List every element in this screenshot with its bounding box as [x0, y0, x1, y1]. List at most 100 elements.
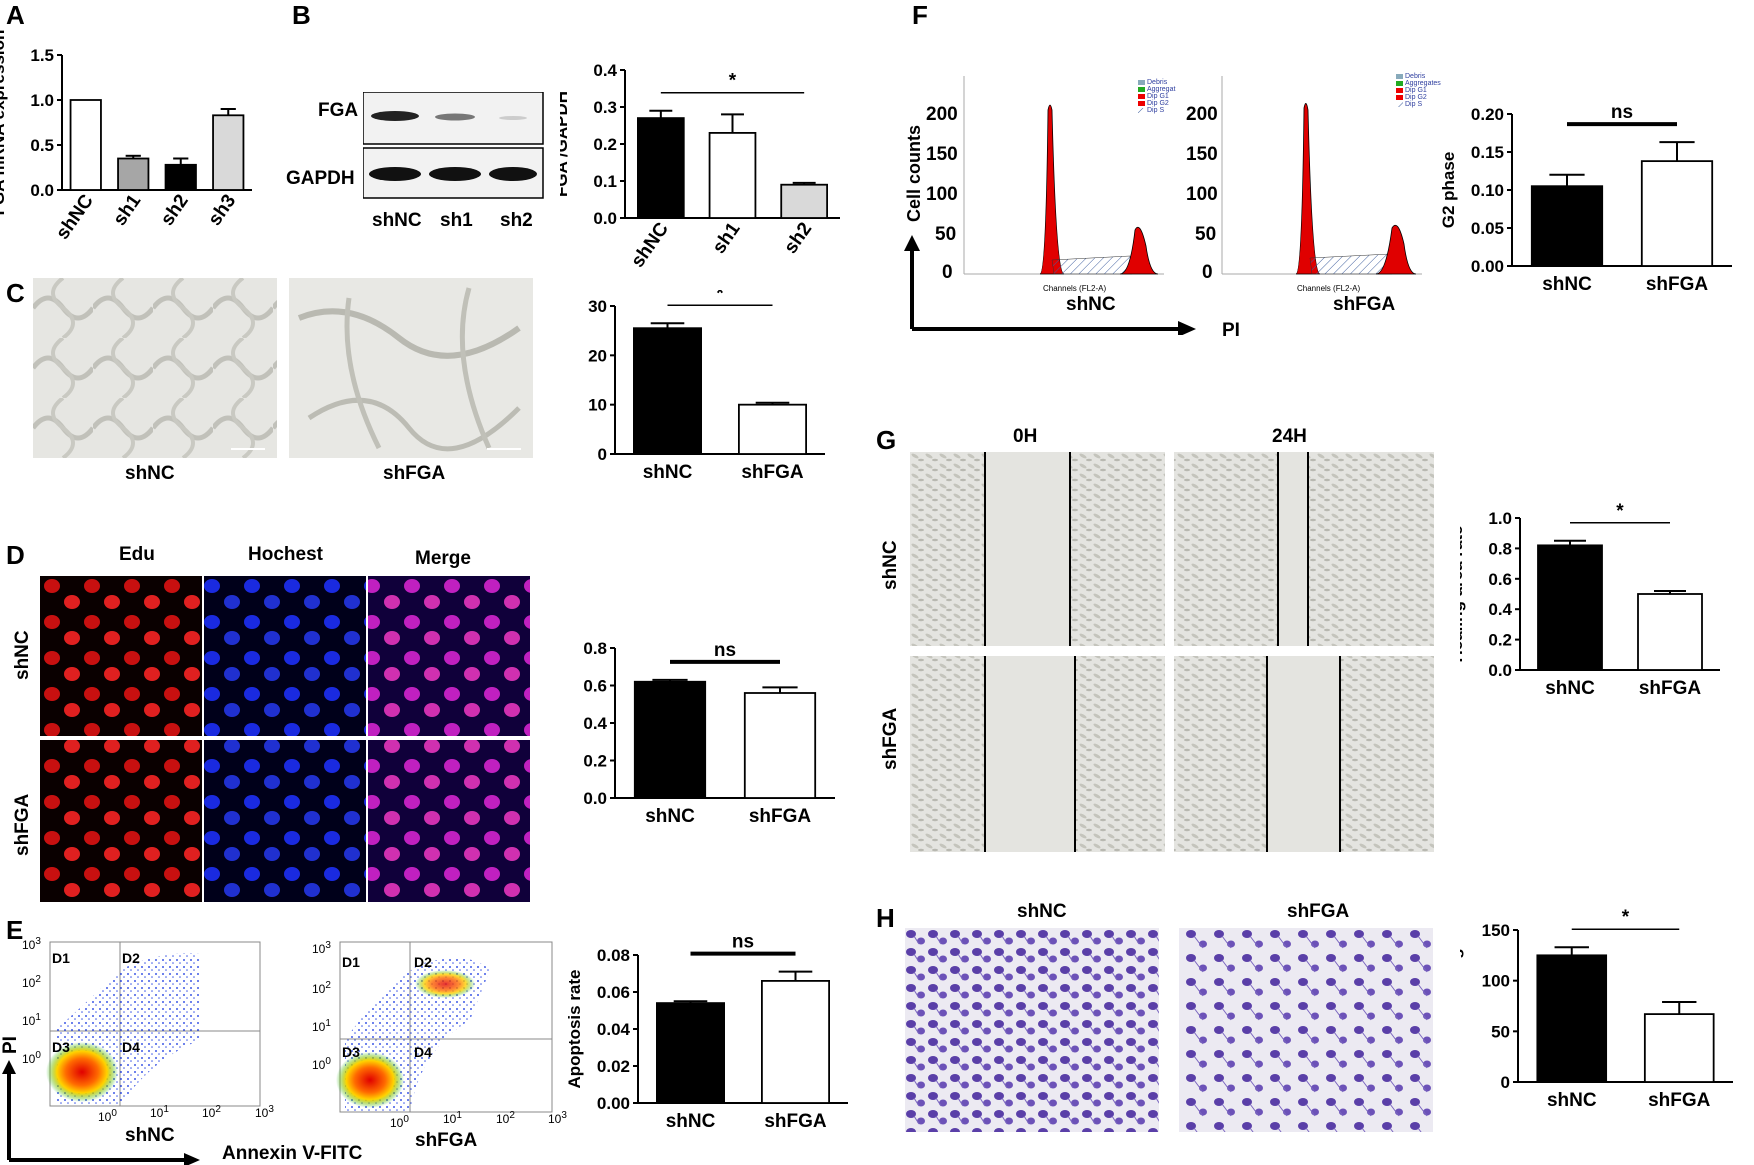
- chart-c-category-label: shNC: [643, 462, 693, 483]
- chart-a-bar-sh1: [117, 157, 150, 191]
- quad-d2-b: D2: [414, 954, 432, 970]
- cc-axis-arrows: [904, 235, 1196, 335]
- chart-f-ytick-label: 0.20: [1471, 105, 1504, 124]
- flow-e-ytick-2-b: 102: [312, 980, 331, 996]
- cc-ytick-150-b: 150: [1186, 144, 1218, 165]
- flow-e-xtick-2-b: 102: [496, 1110, 515, 1126]
- chart-d-category-label: shNC: [645, 806, 695, 827]
- quad-d3-b: D3: [342, 1044, 360, 1060]
- cc-legend-2-2: Dip G1: [1405, 87, 1427, 94]
- chart-e: 0.00 0.02 0.04 0.06 0.08 shNC shFGA ns Apoptosis…: [565, 932, 848, 1132]
- chart-b-ytick-label: 0.1: [593, 172, 617, 191]
- flow-e-xtick-1-b: 101: [443, 1110, 462, 1126]
- flow-e-xtick-1-a: 101: [150, 1104, 169, 1120]
- chart-c-ytick-label: 10: [588, 396, 607, 415]
- wound-row-shnc: shNC: [880, 540, 901, 590]
- chart-b-category-label: sh1: [709, 218, 745, 257]
- chart-a-bar-sh2: [164, 163, 197, 191]
- chart-c-ytick-label: 20: [588, 346, 607, 365]
- chart-g-ytick-label: 1.0: [1488, 509, 1512, 528]
- flow-e-ytick-2-a: 102: [22, 974, 41, 990]
- chart-f-ytick-label: 0.00: [1471, 257, 1504, 276]
- chart-a-ytick-label: 1.0: [30, 91, 54, 110]
- cc-xtitle-1: Channels (FL2-A): [1043, 284, 1107, 293]
- chart-f-ytick-label: 0.05: [1471, 219, 1504, 238]
- chart-f-ytick-label: 0.15: [1471, 143, 1504, 162]
- blot-label-gapdh: GAPDH: [286, 168, 355, 189]
- chart-g-ytick-label: 0.8: [1488, 539, 1512, 558]
- chart-f-significance-label: ns: [1611, 102, 1633, 123]
- chart-g-category-label: shNC: [1545, 678, 1595, 699]
- edu-col-edu: Edu: [119, 544, 155, 565]
- chart-h-significance-label: *: [1622, 907, 1630, 928]
- cc-ytick-0-a: 0: [942, 262, 953, 283]
- flow-e-xtick-0-a: 100: [98, 1108, 117, 1124]
- cc-legend-2-1: Aggregates: [1405, 80, 1441, 87]
- flow-e-ytick-3-a: 103: [22, 936, 41, 952]
- edu-col-hochest: Hochest: [248, 544, 323, 565]
- quad-d3-a: D3: [52, 1039, 70, 1055]
- chart-b-ylabel: FGA /GAPDH: [560, 91, 571, 197]
- quad-d2-a: D2: [122, 950, 140, 966]
- chart-h-ytick-label: 50: [1491, 1022, 1510, 1041]
- panel-letter-a: A: [6, 0, 25, 30]
- flow-e-axis-arrows: [2, 1060, 200, 1165]
- tube-image-shfga: [289, 278, 533, 458]
- chart-a-category-label: sh1: [109, 190, 145, 229]
- chart-g-ytick-label: 0.0: [1488, 661, 1512, 680]
- western-blot-image: [363, 92, 544, 199]
- chart-a-ylabel: FGA mRNA expression: [0, 30, 8, 216]
- chart-h: 0 50 100 150 shNC shFGA * Number of cells migra…: [1460, 901, 1733, 1111]
- panel-letter-e: E: [6, 915, 24, 945]
- cc-ytick-50-a: 50: [935, 224, 957, 245]
- flow-e-ytick-0-a: 100: [22, 1050, 41, 1066]
- chart-c-bar-shfga: [737, 403, 807, 455]
- chart-e-ylabel: Apoptosis rate: [565, 969, 584, 1088]
- chart-h-ylabel: Number of cells migration: [1460, 901, 1464, 1111]
- chart-c: 0 10 20 30 shNC shFGA * Total number: [560, 290, 825, 483]
- chart-d-significance-label: ns: [714, 640, 736, 661]
- chart-d-ylabel: Proliferation rate: [560, 655, 561, 791]
- chart-b-bar-shnc: [637, 117, 685, 219]
- chart-b-ytick-label: 0.2: [593, 135, 617, 154]
- chart-d-ytick-label: 0.8: [583, 639, 607, 658]
- cc-label-shfga: shFGA: [1333, 294, 1396, 315]
- cc-legend-1-1: Aggregat: [1147, 86, 1176, 93]
- quad-d4-b: D4: [414, 1044, 432, 1060]
- chart-d: 0.0 0.2 0.4 0.6 0.8 shNC shFGA ns Proliferation …: [560, 639, 835, 827]
- cc-ytick-100-a: 100: [926, 184, 958, 205]
- chart-g-category-label: shFGA: [1639, 678, 1702, 699]
- flow-e-label-shnc: shNC: [125, 1125, 175, 1146]
- chart-g-ytick-label: 0.4: [1488, 600, 1512, 619]
- transwell-images: [905, 928, 1433, 1132]
- chart-c-ytick-label: 30: [588, 297, 607, 316]
- quad-d1-b: D1: [342, 954, 360, 970]
- tube-label-shfga: shFGA: [383, 463, 446, 484]
- chart-h-category-label: shNC: [1547, 1090, 1597, 1111]
- cc-ytick-0-b: 0: [1202, 262, 1213, 283]
- chart-f-bar-shfga: [1640, 160, 1714, 267]
- chart-e-bar-shnc: [656, 1002, 725, 1104]
- cc-ytick-150-a: 150: [926, 144, 958, 165]
- chart-a-bar-sh3: [212, 114, 245, 191]
- flow-e-ytick-1-a: 101: [22, 1012, 41, 1028]
- flow-e-x-axis-label: Annexin V-FITC: [222, 1143, 363, 1164]
- blot-lane-sh2: sh2: [500, 210, 533, 231]
- chart-e-category-label: shNC: [666, 1111, 716, 1132]
- cc-y-axis-label: Cell counts: [904, 124, 924, 222]
- chart-d-bar-shfga: [743, 692, 817, 799]
- wound-col-24h: 24H: [1272, 426, 1307, 447]
- chart-g-significance-label: *: [1616, 501, 1624, 522]
- chart-b: 0.0 0.1 0.2 0.3 0.4 shNC sh1 sh2 * FGA /GAPDH: [560, 61, 840, 272]
- chart-e-bar-shfga: [760, 980, 830, 1104]
- wound-row-shfga: shFGA: [880, 707, 901, 770]
- cc-x-axis-label: PI: [1222, 320, 1240, 341]
- chart-e-ytick-label: 0.08: [597, 946, 630, 965]
- chart-g: 0.0 0.2 0.4 0.6 0.8 1.0 shNC shFGA * Healing area…: [1460, 501, 1720, 699]
- chart-h-category-label: shFGA: [1648, 1090, 1711, 1111]
- flow-e-xtick-2-a: 102: [202, 1104, 221, 1120]
- chart-c-category-label: shFGA: [741, 462, 804, 483]
- transwell-label-shfga: shFGA: [1287, 901, 1350, 922]
- flow-e-xtick-3-b: 103: [548, 1110, 567, 1126]
- flow-e-xtick-0-b: 100: [390, 1114, 409, 1130]
